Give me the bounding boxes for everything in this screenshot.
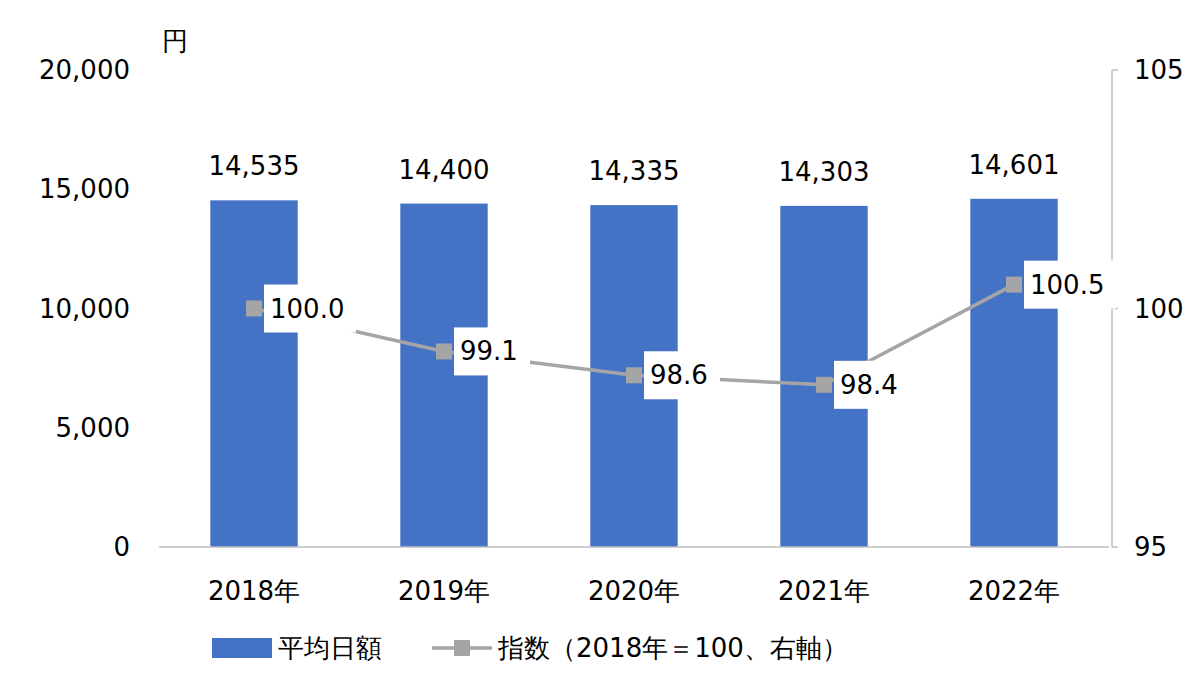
y-tick-label: 5,000 (56, 413, 130, 443)
y2-tick (1112, 69, 1118, 71)
marker (436, 343, 452, 359)
plot-area (210, 199, 1057, 547)
line-label: 98.4 (840, 370, 898, 400)
line-label: 100.5 (1030, 270, 1104, 300)
bar-label: 14,601 (969, 150, 1060, 180)
bar-label: 14,535 (209, 151, 300, 181)
x-tick-label: 2022年 (968, 576, 1060, 606)
y2-tick (1112, 546, 1118, 548)
marker (626, 367, 642, 383)
legend-swatch (212, 638, 272, 658)
bar (210, 200, 297, 547)
x-tick-label: 2020年 (588, 576, 680, 606)
line-label: 99.1 (460, 336, 518, 366)
x-axis-line (159, 546, 1109, 548)
y-axis-label: 円 (162, 26, 188, 56)
x-tick-label: 2021年 (778, 576, 870, 606)
legend-marker (454, 640, 470, 656)
label-box (1024, 261, 1116, 309)
legend-label: 平均日額 (278, 633, 382, 663)
label-box (644, 351, 720, 399)
label-box (454, 327, 530, 375)
bar-label: 14,303 (779, 157, 870, 187)
y2-tick-label: 100 (1134, 294, 1184, 324)
line-label: 100.0 (270, 294, 344, 324)
line-label: 98.6 (650, 360, 708, 390)
label-box (264, 285, 356, 333)
legend: 平均日額 指数（2018年＝100、右軸） (212, 633, 848, 663)
legend-label: 指数（2018年＝100、右軸） (497, 633, 848, 663)
y2-tick-label: 105 (1134, 55, 1184, 85)
x-tick-label: 2019年 (398, 576, 490, 606)
label-box (834, 361, 910, 409)
marker (1006, 277, 1022, 293)
data-labels: 14,535 14,400 14,335 14,303 14,601 100.0 99.1 9… (209, 150, 1116, 409)
y-tick-label: 20,000 (39, 55, 130, 85)
y-tick-label: 15,000 (39, 174, 130, 204)
bar-label: 14,400 (399, 155, 490, 185)
bar (970, 199, 1057, 547)
bar-label: 14,335 (589, 156, 680, 186)
x-tick-label: 2018年 (208, 576, 300, 606)
marker (816, 377, 832, 393)
y-tick-label: 10,000 (39, 294, 130, 324)
marker (246, 301, 262, 317)
y-tick-label: 0 (113, 532, 130, 562)
chart: 0 5,000 10,000 15,000 20,000 円 95 100 105 2018年 20… (0, 0, 1200, 692)
y2-tick-label: 95 (1134, 532, 1167, 562)
